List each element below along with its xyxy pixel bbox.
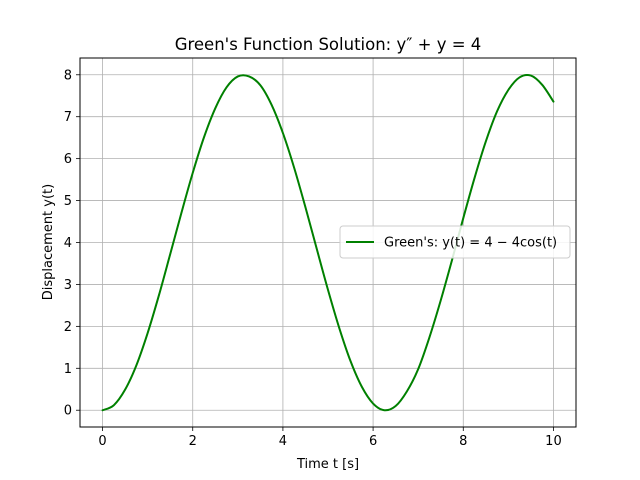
series-line [101, 73, 555, 412]
x-tick-label: 10 [545, 434, 562, 449]
y-tick-label: 3 [64, 278, 72, 293]
y-tick-label: 2 [64, 320, 72, 335]
x-tick-label: 6 [369, 434, 377, 449]
y-tick-label: 8 [64, 68, 72, 83]
x-tick-label: 2 [189, 434, 197, 449]
y-tick-label: 4 [64, 236, 72, 251]
legend: Green's: y(t) = 4 − 4cos(t) [339, 225, 571, 259]
y-axis-label: Displacement y(t) [41, 184, 56, 300]
axis-ticks: 0 2 4 6 8 10 0 1 2 3 4 5 6 7 8 [64, 68, 562, 449]
y-tick-label: 7 [64, 110, 72, 125]
series-layer [101, 73, 555, 412]
y-tick-label: 1 [64, 362, 72, 377]
y-tick-label: 5 [64, 194, 72, 209]
legend-label: Green's: y(t) = 4 − 4cos(t) [384, 236, 557, 251]
x-tick-label: 8 [459, 434, 467, 449]
x-tick-label: 4 [279, 434, 287, 449]
x-axis-label: Time t [s] [296, 457, 359, 472]
y-tick-label: 6 [64, 152, 72, 167]
x-tick-label: 0 [98, 434, 106, 449]
y-tick-label: 0 [64, 404, 72, 419]
chart-title: Green's Function Solution: y″ + y = 4 [175, 35, 482, 54]
legend-box [339, 225, 571, 259]
